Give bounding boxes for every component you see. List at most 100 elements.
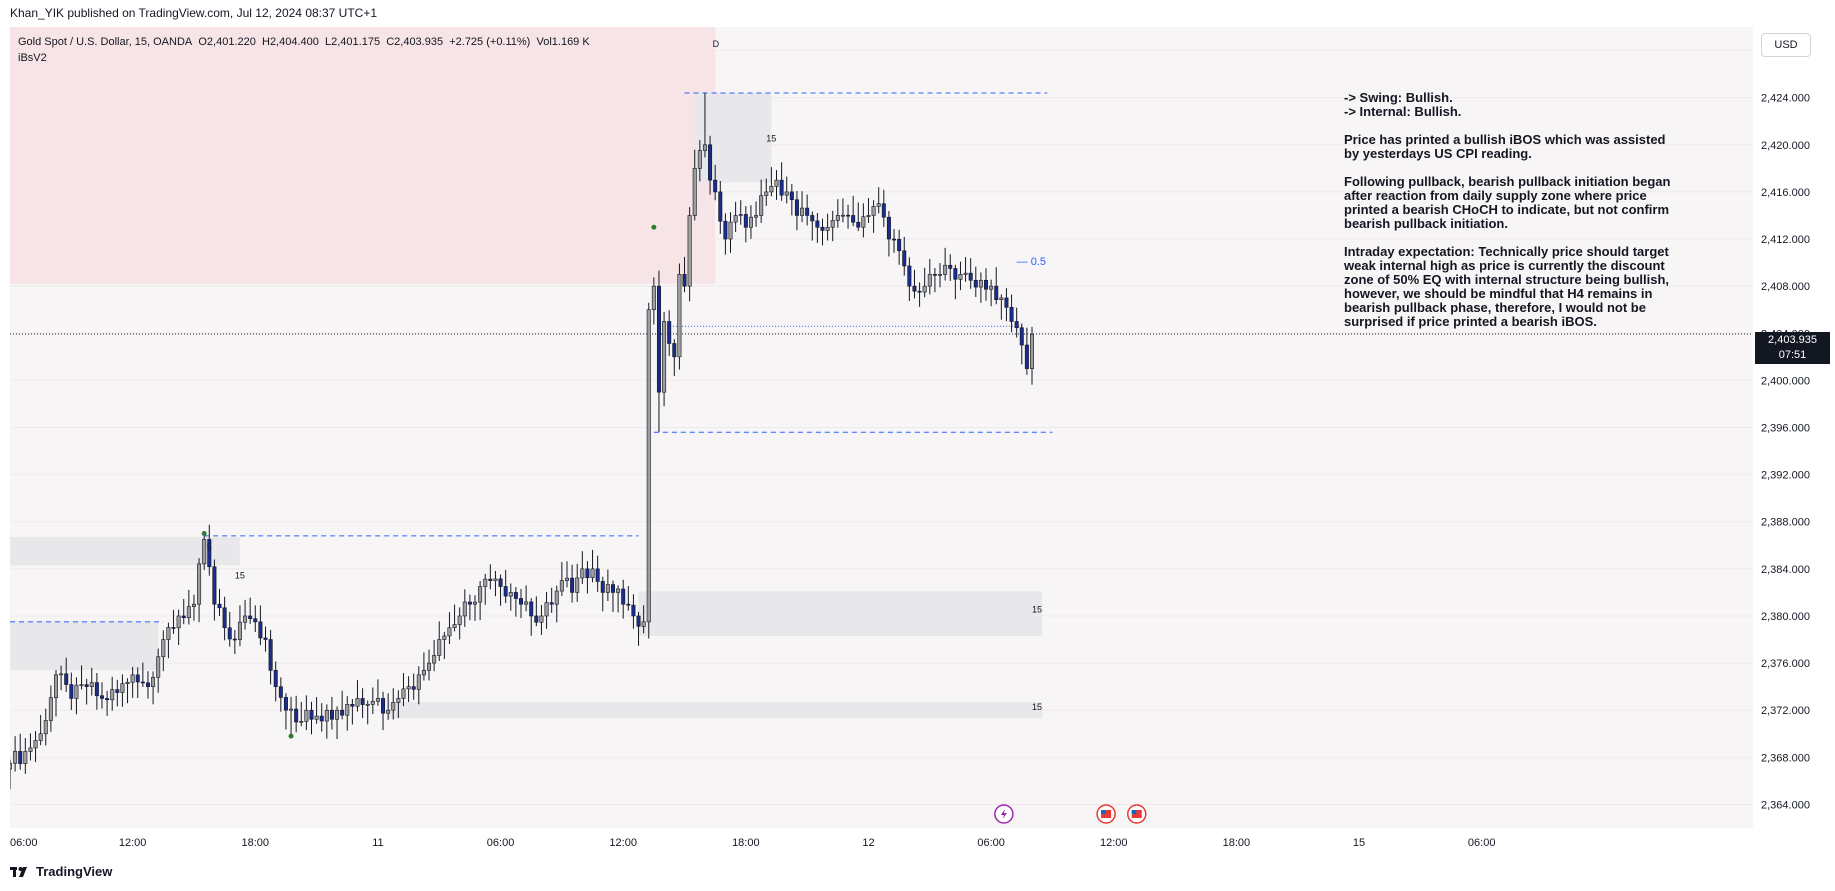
- candle-body: [999, 297, 1004, 300]
- time-tick-label: 11: [372, 837, 383, 849]
- candle-body: [483, 578, 488, 587]
- candle-body: [963, 272, 968, 275]
- candle-body: [401, 688, 406, 699]
- price-tick-label: 2,412.000: [1761, 234, 1810, 246]
- candle-body: [10, 762, 13, 770]
- time-axis[interactable]: 06:00 12:00 18:00 11 06:00 12:00 18:00 12 06:00 1…: [0, 828, 1835, 858]
- candle-body: [99, 695, 104, 699]
- candle-body: [570, 577, 575, 593]
- candle-body: [805, 207, 810, 216]
- candle-body: [616, 588, 621, 593]
- legend-symbol[interactable]: Gold Spot / U.S. Dollar, 15, OANDA: [18, 36, 193, 48]
- legend-change: +2.725 (+0.11%): [449, 36, 531, 48]
- candle-body: [953, 268, 958, 280]
- note-swing: -> Swing: Bullish.: [1344, 90, 1453, 105]
- candle-body: [140, 681, 145, 684]
- candle-body: [237, 621, 242, 640]
- candle-body: [733, 215, 738, 223]
- candle-body: [151, 677, 156, 687]
- candle-body: [360, 698, 365, 705]
- candle-body: [636, 615, 641, 627]
- candle-body: [181, 615, 186, 618]
- candle-body: [1024, 344, 1029, 369]
- swing-point: [201, 531, 207, 537]
- candle-body: [69, 684, 74, 699]
- chart-annotation: 15: [235, 570, 245, 580]
- candle-body: [851, 215, 856, 223]
- candle-body: [876, 203, 881, 207]
- legend-open: O2,401.220: [198, 36, 256, 48]
- current-price-tag: 2,403.935 07:51: [1755, 332, 1830, 364]
- candle-body: [948, 264, 953, 269]
- candle-body: [191, 603, 196, 607]
- price-axis[interactable]: 2,364.000 2,368.000 2,372.000 2,376.000 2,38…: [1753, 27, 1835, 828]
- footer-brand-text: TradingView: [36, 864, 113, 879]
- candle-body: [294, 708, 299, 723]
- candle-body: [263, 637, 268, 640]
- candle-body: [692, 168, 697, 216]
- time-tick-label: 12: [862, 837, 874, 849]
- time-axis-labels: 06:00 12:00 18:00 11 06:00 12:00 18:00 12 06:00 1…: [10, 837, 1496, 849]
- candle-body: [258, 621, 263, 639]
- candle-body: [789, 191, 794, 201]
- candle-body: [309, 709, 314, 720]
- candle-body: [452, 624, 457, 629]
- candle-body: [902, 250, 907, 267]
- footer-brand[interactable]: TradingView: [10, 864, 112, 879]
- time-tick-label: 12:00: [1100, 837, 1128, 849]
- price-tick-label: 2,408.000: [1761, 281, 1810, 293]
- candle-body: [503, 586, 508, 597]
- candlestick-chart[interactable]: D 15 5 15 15 15 — 0.5: [10, 27, 1753, 828]
- current-price-value: 2,403.935: [1768, 334, 1817, 346]
- candle-body: [340, 709, 345, 716]
- candle-body: [84, 684, 89, 687]
- time-tick-label: 06:00: [1468, 837, 1496, 849]
- candle-body: [534, 615, 539, 623]
- candle-body: [171, 627, 176, 629]
- candle-body: [488, 578, 493, 581]
- time-tick-label: 12:00: [609, 837, 637, 849]
- candle-body: [508, 592, 513, 597]
- candle-body: [268, 639, 273, 671]
- candle-body: [283, 697, 288, 711]
- candle-body: [186, 606, 191, 618]
- price-tick-label: 2,400.000: [1761, 375, 1810, 387]
- candle-body: [677, 274, 682, 358]
- candle-body: [1004, 297, 1009, 308]
- chart-plot-area[interactable]: D 15 5 15 15 15 — 0.5: [10, 27, 1753, 828]
- candle-body: [1009, 307, 1014, 322]
- candle-body: [329, 709, 334, 720]
- candle-body: [381, 698, 386, 714]
- candle-body: [79, 684, 84, 686]
- candle-body: [856, 221, 861, 228]
- candle-body: [794, 199, 799, 216]
- candle-body: [702, 144, 707, 151]
- candle-body: [18, 751, 23, 765]
- lightning-glyph: [1000, 809, 1007, 819]
- candle-body: [43, 720, 48, 735]
- candle-body: [912, 285, 917, 292]
- candle-body: [840, 214, 845, 217]
- candle-body: [943, 264, 948, 275]
- candle-body: [411, 686, 416, 690]
- legend-indicator[interactable]: iBsV2: [18, 52, 47, 64]
- candle-body: [120, 683, 125, 693]
- candle-body: [641, 621, 646, 627]
- candle-body: [1019, 327, 1024, 346]
- candle-body: [564, 577, 569, 581]
- candle-body: [989, 285, 994, 290]
- candle-body: [590, 568, 595, 578]
- candle-body: [738, 214, 743, 216]
- candle-body: [881, 203, 886, 218]
- analysis-note[interactable]: -> Swing: Bullish. -> Internal: Bullish.…: [1344, 91, 1674, 343]
- candle-body: [130, 674, 135, 683]
- candle-body: [391, 702, 396, 711]
- candle-body: [232, 638, 237, 641]
- candle-body: [631, 604, 636, 617]
- candle-body: [892, 238, 897, 241]
- candle-body: [907, 265, 912, 287]
- candle-body: [447, 627, 452, 637]
- candle-body: [830, 220, 835, 228]
- currency-button[interactable]: USD: [1761, 33, 1811, 57]
- candle-body: [467, 601, 472, 605]
